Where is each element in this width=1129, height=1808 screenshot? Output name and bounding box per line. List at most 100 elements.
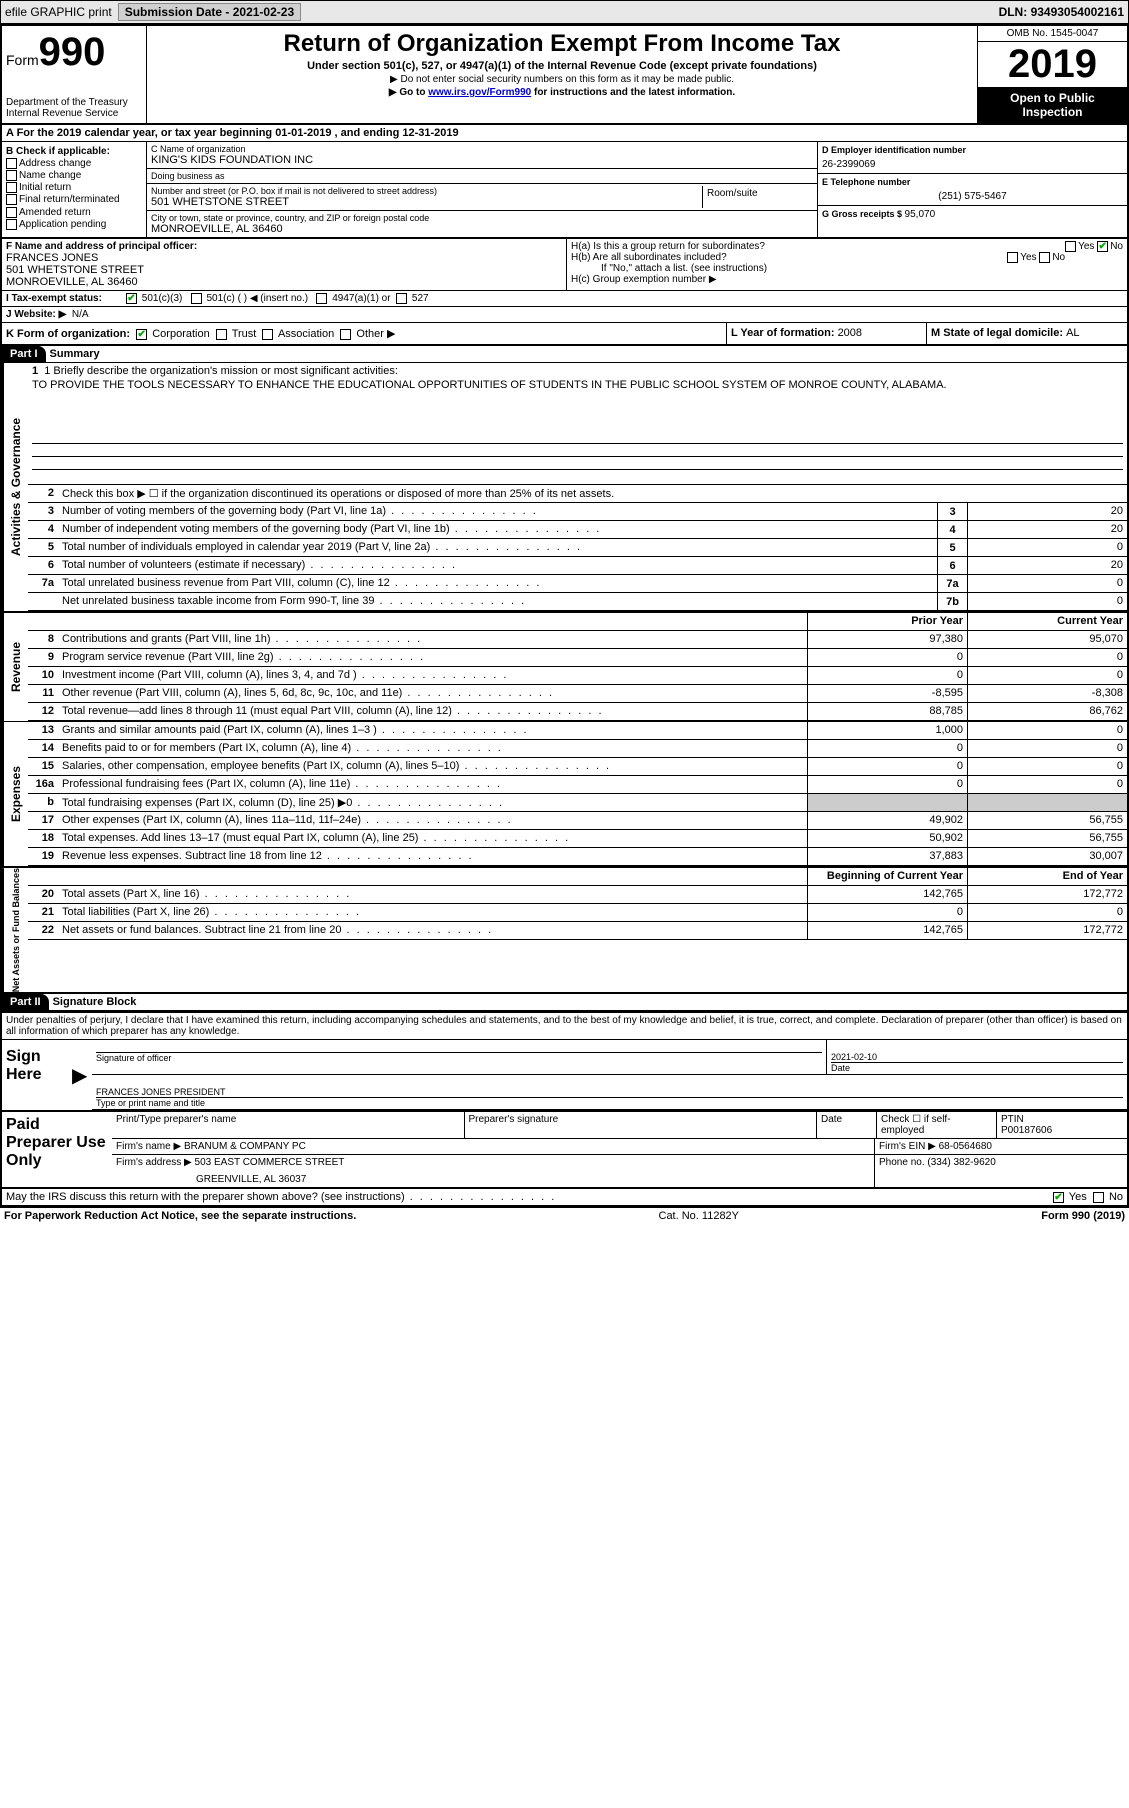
row-a: A For the 2019 calendar year, or tax yea…: [2, 125, 1127, 142]
officer-lbl: F Name and address of principal officer:: [6, 241, 197, 252]
begin-year-hdr: Beginning of Current Year: [807, 868, 967, 885]
paid-preparer: Paid Preparer Use Only Print/Type prepar…: [2, 1112, 1127, 1189]
omb: OMB No. 1545-0047: [978, 26, 1127, 42]
form-page: Form 990 (2019): [1041, 1210, 1125, 1222]
ptin: P00187606: [1001, 1125, 1123, 1136]
part2-header: Part IISignature Block: [2, 992, 1127, 1011]
phone: (251) 575-5467: [822, 187, 1123, 202]
officer-name: FRANCES JONES: [6, 252, 562, 264]
gross-receipts: 95,070: [905, 209, 936, 220]
street-lbl: Number and street (or P.O. box if mail i…: [151, 186, 702, 196]
firm-phone: (334) 382-9620: [927, 1157, 995, 1168]
hb-note: If "No," attach a list. (see instruction…: [571, 263, 1123, 274]
row-j: J Website: ▶ N/A: [2, 307, 1127, 323]
topbar: efile GRAPHIC print Submission Date - 20…: [0, 0, 1129, 24]
activities-governance: Activities & Governance 1 1 Briefly desc…: [2, 363, 1127, 611]
summary-line: 16aProfessional fundraising fees (Part I…: [28, 776, 1127, 794]
summary-line: 5Total number of individuals employed in…: [28, 539, 1127, 557]
sig-officer-lbl: Signature of officer: [96, 1052, 822, 1063]
chk-address[interactable]: Address change: [6, 158, 142, 169]
part1-header: Part ISummary: [2, 346, 1127, 363]
irs-link[interactable]: www.irs.gov/Form990: [428, 87, 531, 98]
prior-year-hdr: Prior Year: [807, 613, 967, 630]
form-header: Form990 Department of the TreasuryIntern…: [2, 26, 1127, 125]
summary-line: 12Total revenue—add lines 8 through 11 (…: [28, 703, 1127, 721]
note-link: ▶ Go to www.irs.gov/Form990 for instruct…: [155, 87, 969, 98]
perjury-declaration: Under penalties of perjury, I declare th…: [2, 1013, 1127, 1040]
phone-lbl: E Telephone number: [822, 177, 1123, 187]
dept: Department of the TreasuryInternal Reven…: [6, 97, 142, 119]
summary-line: 15Salaries, other compensation, employee…: [28, 758, 1127, 776]
city: MONROEVILLE, AL 36460: [151, 223, 813, 235]
city-lbl: City or town, state or province, country…: [151, 213, 813, 223]
hc-lbl: H(c) Group exemption number ▶: [571, 274, 1123, 285]
col-c: C Name of organizationKING'S KIDS FOUNDA…: [147, 142, 817, 237]
form-title: Return of Organization Exempt From Incom…: [155, 30, 969, 58]
ha-lbl: H(a) Is this a group return for subordin…: [571, 241, 765, 252]
summary-line: 11Other revenue (Part VIII, column (A), …: [28, 685, 1127, 703]
note-ssn: ▶ Do not enter social security numbers o…: [155, 74, 969, 85]
submission-button[interactable]: Submission Date - 2021-02-23: [118, 3, 301, 21]
dln: DLN: 93493054002161: [999, 5, 1124, 19]
l2: Check this box ▶ ☐ if the organization d…: [58, 485, 1127, 502]
summary-line: 9Program service revenue (Part VIII, lin…: [28, 649, 1127, 667]
discuss-row: May the IRS discuss this return with the…: [2, 1189, 1127, 1206]
page-footer: For Paperwork Reduction Act Notice, see …: [0, 1208, 1129, 1224]
chk-name[interactable]: Name change: [6, 170, 142, 181]
summary-line: 3Number of voting members of the governi…: [28, 503, 1127, 521]
summary-line: 6Total number of volunteers (estimate if…: [28, 557, 1127, 575]
chk-initial[interactable]: Initial return: [6, 182, 142, 193]
chk-final[interactable]: Final return/terminated: [6, 194, 142, 205]
ein: 26-2399069: [822, 155, 1123, 170]
form-number: Form990: [6, 30, 142, 75]
mission: TO PROVIDE THE TOOLS NECESSARY TO ENHANC…: [32, 377, 1123, 431]
block-bcdeg: B Check if applicable: Address change Na…: [2, 142, 1127, 239]
cat-no: Cat. No. 11282Y: [356, 1210, 1041, 1222]
summary-line: 22Net assets or fund balances. Subtract …: [28, 922, 1127, 940]
paid-prep-lbl: Paid Preparer Use Only: [2, 1112, 112, 1187]
officer-street: 501 WHETSTONE STREET: [6, 264, 562, 276]
arrow-icon: ▶: [72, 1040, 92, 1110]
officer-name-title: FRANCES JONES PRESIDENT: [96, 1087, 1123, 1097]
street: 501 WHETSTONE STREET: [151, 196, 702, 208]
room-lbl: Room/suite: [703, 186, 813, 208]
current-year-hdr: Current Year: [967, 613, 1127, 630]
self-emp[interactable]: Check ☐ if self-employed: [877, 1112, 997, 1138]
firm-addr1: 503 EAST COMMERCE STREET: [195, 1157, 345, 1168]
summary-line: 20Total assets (Part X, line 16)142,7651…: [28, 886, 1127, 904]
hb-lbl: H(b) Are all subordinates included?: [571, 252, 727, 263]
side-exp: Expenses: [2, 722, 28, 866]
summary-line: 8Contributions and grants (Part VIII, li…: [28, 631, 1127, 649]
firm-addr2: GREENVILLE, AL 36037: [116, 1168, 870, 1185]
prep-sig-lbl: Preparer's signature: [465, 1112, 818, 1138]
firm-ein: 68-0564680: [939, 1141, 992, 1152]
col-b: B Check if applicable: Address change Na…: [2, 142, 147, 237]
officer-city: MONROEVILLE, AL 36460: [6, 276, 562, 288]
summary-line: 17Other expenses (Part IX, column (A), l…: [28, 812, 1127, 830]
ein-lbl: D Employer identification number: [822, 145, 1123, 155]
col-deg: D Employer identification number26-23990…: [817, 142, 1127, 237]
summary-line: bTotal fundraising expenses (Part IX, co…: [28, 794, 1127, 812]
tax-year: 2019: [978, 42, 1127, 87]
revenue: Revenue Prior Year Current Year 8Contrib…: [2, 611, 1127, 721]
website: N/A: [72, 309, 89, 320]
summary-line: 14Benefits paid to or for members (Part …: [28, 740, 1127, 758]
year-formation: 2008: [838, 327, 862, 339]
summary-line: 18Total expenses. Add lines 13–17 (must …: [28, 830, 1127, 848]
summary-line: 7aTotal unrelated business revenue from …: [28, 575, 1127, 593]
summary-line: Net unrelated business taxable income fr…: [28, 593, 1127, 611]
form-subtitle: Under section 501(c), 527, or 4947(a)(1)…: [155, 60, 969, 72]
firm-name: BRANUM & COMPANY PC: [184, 1141, 306, 1152]
side-ag: Activities & Governance: [2, 363, 28, 611]
state-domicile: AL: [1066, 327, 1079, 339]
form-990: Form990 Department of the TreasuryIntern…: [0, 24, 1129, 1208]
chk-amended[interactable]: Amended return: [6, 207, 142, 218]
side-net: Net Assets or Fund Balances: [2, 868, 28, 992]
signature-block: Under penalties of perjury, I declare th…: [2, 1011, 1127, 1206]
row-fh: F Name and address of principal officer:…: [2, 239, 1127, 291]
l1-lbl: 1 Briefly describe the organization's mi…: [44, 365, 398, 377]
row-klm: K Form of organization: Corporation Trus…: [2, 323, 1127, 346]
chk-pending[interactable]: Application pending: [6, 219, 142, 230]
expenses: Expenses 13Grants and similar amounts pa…: [2, 721, 1127, 866]
dba-lbl: Doing business as: [151, 171, 813, 181]
